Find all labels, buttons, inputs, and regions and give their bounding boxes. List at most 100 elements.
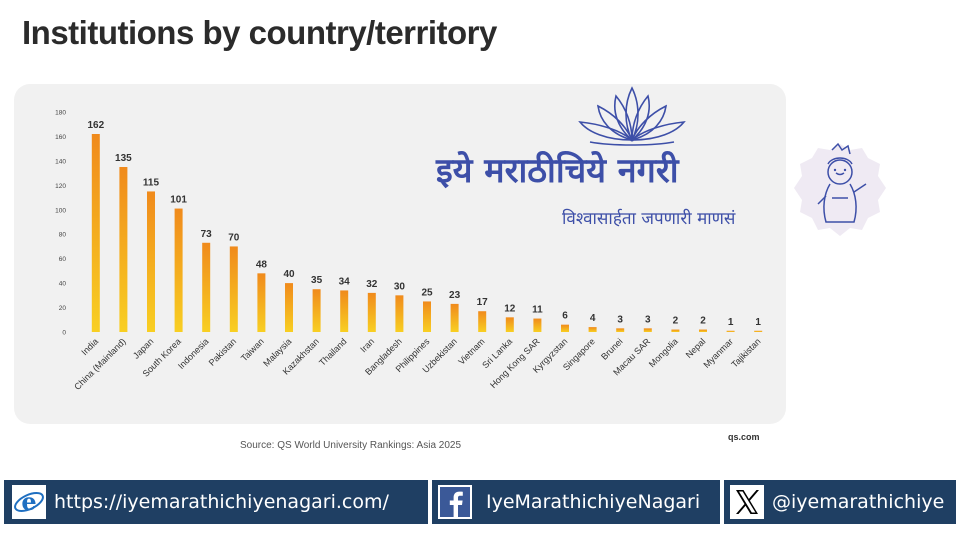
bar <box>505 317 514 332</box>
value-label: 11 <box>532 305 543 316</box>
value-label: 115 <box>143 177 160 188</box>
footer-bar: e https://iyemarathichiyenagari.com/ Iye… <box>4 480 956 524</box>
x-tick-label: Mongolia <box>647 336 680 369</box>
x-tick-label: Iran <box>358 336 376 354</box>
x-tick-label: Brunei <box>599 336 624 361</box>
browser-e-icon: e <box>12 485 46 519</box>
y-tick-label: 180 <box>55 110 66 117</box>
y-tick-label: 60 <box>59 256 67 263</box>
value-label: 1 <box>755 317 761 328</box>
value-label: 34 <box>339 276 351 287</box>
y-tick-label: 160 <box>55 134 66 141</box>
facebook-icon <box>438 485 472 519</box>
x-tick-label: India <box>79 336 100 357</box>
x-handle-text: @iyemarathichiye <box>772 491 945 513</box>
bar <box>754 330 763 332</box>
y-axis: 0 20 40 60 80 100 120 140 160 180 <box>55 110 66 337</box>
x-tick-label: Japan <box>131 336 155 360</box>
site-label[interactable]: qs.com <box>728 432 760 442</box>
x-tick-label: Tajikistan <box>729 336 762 369</box>
bar <box>91 134 100 332</box>
x-tick-label: Hong Kong SAR <box>488 336 542 390</box>
bar <box>561 324 569 332</box>
bar <box>478 311 487 332</box>
bar <box>119 167 128 332</box>
footer-divider <box>720 480 724 524</box>
bar <box>616 328 625 332</box>
bar <box>147 191 155 332</box>
value-label: 30 <box>394 281 406 292</box>
footer-divider <box>428 480 432 524</box>
value-label: 3 <box>645 314 651 325</box>
value-label: 12 <box>504 303 516 314</box>
y-tick-label: 0 <box>62 330 66 337</box>
value-label: 70 <box>228 232 240 243</box>
value-label: 48 <box>256 259 268 270</box>
value-label: 162 <box>87 120 104 131</box>
bar <box>340 290 349 332</box>
value-label: 6 <box>562 311 568 322</box>
bar <box>174 208 183 332</box>
x-link[interactable]: @iyemarathichiye <box>730 480 944 524</box>
bar <box>726 330 735 332</box>
x-tick-label: Nepal <box>684 336 708 360</box>
x-tick-label: China (Mainland) <box>72 336 128 392</box>
value-label: 35 <box>311 275 323 286</box>
y-tick-label: 20 <box>59 305 67 312</box>
x-tick-label: Thailand <box>317 336 348 367</box>
bar <box>312 289 321 332</box>
bar <box>423 301 431 332</box>
chart-panel: 0 20 40 60 80 100 120 140 160 180 162 135 115 101 73 7… <box>14 84 786 424</box>
bar <box>367 292 376 332</box>
website-text: https://iyemarathichiyenagari.com/ <box>54 491 389 513</box>
brand-title: इये मराठीचिये नगरी <box>436 151 679 191</box>
bar <box>395 295 404 332</box>
bar <box>202 242 211 332</box>
value-label: 135 <box>115 153 132 164</box>
value-label: 25 <box>421 287 433 298</box>
bar <box>533 318 542 332</box>
y-tick-label: 40 <box>59 281 67 288</box>
y-tick-label: 140 <box>55 158 66 165</box>
bar <box>643 328 652 332</box>
website-link[interactable]: e https://iyemarathichiyenagari.com/ <box>12 480 389 524</box>
x-icon <box>730 485 764 519</box>
x-tick-label: Taiwan <box>239 336 266 363</box>
bar <box>671 329 680 332</box>
facebook-text: IyeMarathichiyeNagari <box>486 491 701 513</box>
y-tick-label: 80 <box>59 232 67 239</box>
value-label: 40 <box>283 269 295 280</box>
value-label: 73 <box>201 229 213 240</box>
y-tick-label: 120 <box>55 183 66 190</box>
svg-text:e: e <box>21 487 36 516</box>
bar <box>699 329 707 332</box>
source-note: Source: QS World University Rankings: As… <box>240 440 462 451</box>
brand-tagline: विश्वासार्हता जपणारी माणसं <box>562 209 736 229</box>
value-label: 2 <box>700 316 706 327</box>
footer: e https://iyemarathichiyenagari.com/ Iye… <box>0 476 960 541</box>
facebook-link[interactable]: IyeMarathichiyeNagari <box>438 480 700 524</box>
bar <box>257 273 266 332</box>
value-label: 4 <box>590 313 596 324</box>
bar <box>450 303 459 332</box>
chart-title: Institutions by country/territory <box>22 14 497 51</box>
value-label: 3 <box>617 314 623 325</box>
y-tick-label: 100 <box>55 207 66 214</box>
bar <box>588 327 597 332</box>
value-label: 23 <box>449 290 461 301</box>
krishna-avatar <box>794 142 886 236</box>
value-label: 17 <box>477 297 489 308</box>
value-label: 1 <box>728 317 734 328</box>
bar <box>229 246 238 332</box>
value-label: 32 <box>366 279 378 290</box>
value-label: 101 <box>170 195 187 206</box>
bar <box>285 283 293 332</box>
lotus-icon <box>578 86 686 146</box>
x-tick-label: Pakistan <box>207 336 238 367</box>
x-tick-label: Myanmar <box>701 336 735 370</box>
bars <box>91 134 763 332</box>
value-label: 2 <box>673 316 679 327</box>
